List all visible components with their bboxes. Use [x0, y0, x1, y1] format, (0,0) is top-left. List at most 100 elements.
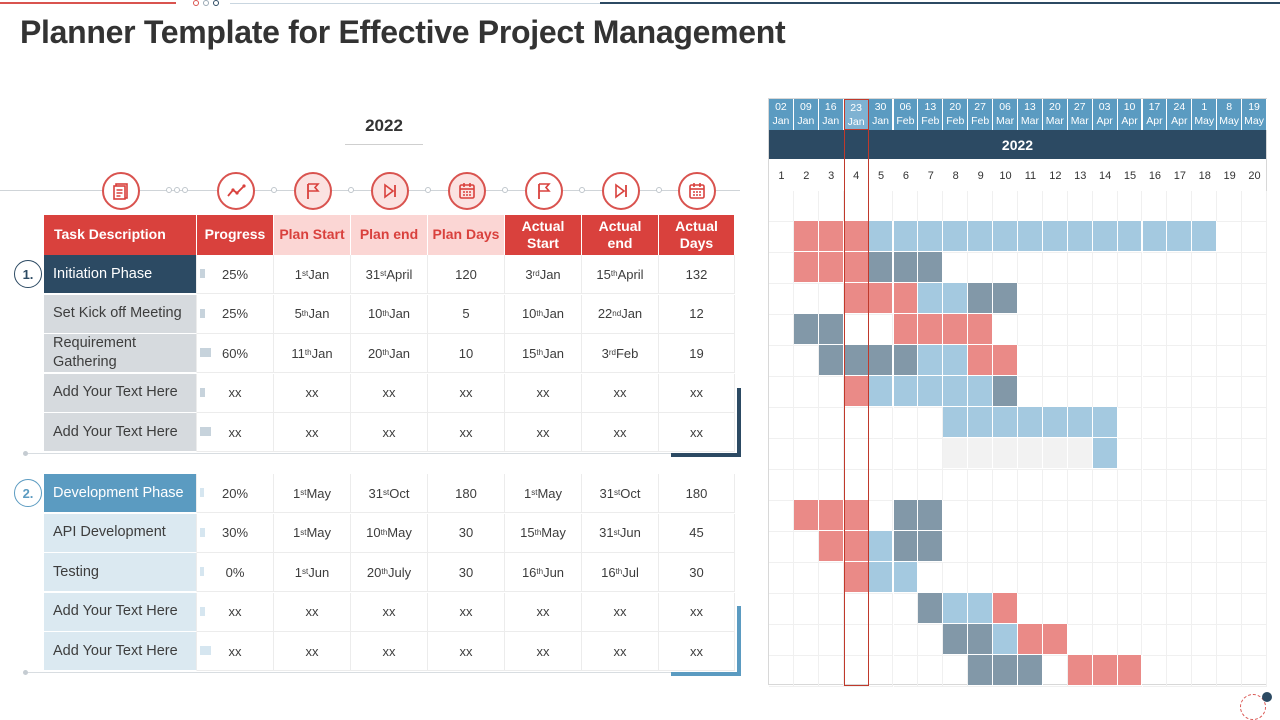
gantt-week-label: 30 Jan: [868, 99, 894, 130]
actual-end-cell: xx: [582, 592, 659, 632]
progress-cell: 25%: [197, 294, 274, 334]
task-description: Initiation Phase: [44, 255, 197, 294]
connector-dots: [271, 187, 277, 193]
gantt-bar-segment: [893, 345, 919, 376]
progress-bar: [200, 348, 211, 357]
progress-cell: xx: [197, 632, 274, 671]
gantt-week-number: 2: [803, 170, 810, 182]
plan-days-cell: 120: [428, 255, 505, 294]
progress-cell: xx: [197, 592, 274, 632]
gantt-week-label: 06 Feb: [893, 99, 919, 130]
progress-bar: [200, 308, 205, 318]
gantt-week-label: 20 Feb: [943, 99, 969, 130]
flag-icon: [293, 172, 332, 210]
gantt-week-number: 8: [952, 170, 959, 182]
gantt-bar-segment: [1018, 438, 1043, 469]
progress-value: 0%: [225, 564, 245, 580]
progress-value: 30%: [221, 525, 249, 540]
actual-days-cell: 180: [659, 474, 735, 513]
gantt-week-number: 18: [1198, 170, 1211, 182]
gantt-bar-segment: [968, 283, 994, 314]
actual-days-cell: xx: [659, 592, 735, 632]
gantt-bar-segment: [918, 593, 944, 624]
gantt-bar-segment: [918, 283, 944, 314]
progress-value: xx: [228, 385, 242, 400]
actual-days-cell: xx: [659, 632, 735, 671]
gantt-week-label: 03 Apr: [1092, 99, 1118, 130]
gantt-bar-segment: [1067, 438, 1093, 469]
progress-bar: [200, 269, 205, 278]
gantt-week-number: 5: [877, 170, 885, 182]
gantt-week-number: 11: [1024, 170, 1037, 182]
gantt-bar-segment: [793, 221, 819, 252]
plan-end-cell: xx: [351, 592, 428, 632]
gantt-bar-segment: [818, 314, 844, 345]
phase-number-badge: 1.: [14, 260, 42, 288]
gantt-week-label: 16 Jan: [818, 99, 844, 130]
gantt-bar-segment: [893, 531, 919, 562]
gantt-bar-segment: [868, 345, 894, 376]
progress-bar: [200, 527, 206, 537]
gantt-bar-segment: [818, 500, 844, 531]
column-header-plan-end: Plan end: [351, 215, 428, 255]
plan-end-cell: xx: [351, 373, 428, 413]
skip-forward-icon: [601, 172, 640, 210]
gantt-bar-segment: [1018, 655, 1043, 686]
gantt-bar-segment: [893, 252, 919, 283]
connector-dots: [166, 187, 188, 193]
gantt-bar-segment: [918, 314, 944, 345]
connector-dots: [655, 187, 662, 193]
actual-start-cell: xx: [505, 632, 582, 671]
gantt-bar-segment: [893, 283, 919, 314]
gantt-week-label: 17 Apr: [1142, 99, 1168, 130]
gantt-bar-segment: [1092, 438, 1118, 469]
gantt-bar-segment: [1018, 624, 1043, 655]
gantt-bar-segment: [993, 438, 1018, 469]
gantt-bar-segment: [868, 283, 894, 314]
actual-end-cell: xx: [582, 413, 659, 452]
calendar-icon: [678, 172, 716, 210]
gantt-bar-segment: [968, 314, 994, 345]
connector-dots: [502, 187, 508, 193]
gantt-bar-segment: [1018, 221, 1043, 252]
gantt-bar-segment: [968, 407, 994, 438]
gantt-bar-segment: [993, 624, 1018, 655]
column-header-actual-days: Actual Days: [659, 215, 735, 255]
gantt-bar-segment: [968, 221, 994, 252]
gantt-bar-segment: [843, 283, 869, 314]
progress-cell: 0%: [197, 553, 274, 592]
gantt-bar-segment: [993, 593, 1018, 624]
plan-days-cell: xx: [428, 592, 505, 632]
corner-decor-dot: [1262, 692, 1272, 702]
progress-bar: [200, 488, 204, 497]
task-description: Set Kick off Meeting: [44, 294, 197, 334]
gantt-bar-segment: [1018, 407, 1043, 438]
section-divider: [25, 672, 740, 673]
column-header-task-description: Task Description: [44, 215, 197, 255]
gantt-bar-segment: [943, 438, 969, 469]
actual-start-cell: xx: [505, 592, 582, 632]
year-label: 2022: [345, 116, 423, 145]
gantt-bar-segment: [993, 407, 1018, 438]
gantt-week-number: 3: [828, 170, 835, 182]
top-accent-blue: [600, 2, 1280, 4]
gantt-bar-segment: [1167, 221, 1193, 252]
progress-bar: [200, 567, 204, 576]
plan-days-cell: xx: [428, 373, 505, 413]
calendar-icon: [447, 172, 486, 210]
gantt-bar-segment: [943, 407, 969, 438]
gantt-week-number: 13: [1074, 170, 1087, 182]
task-description: Add Your Text Here: [44, 632, 197, 671]
gantt-bar-segment: [1092, 407, 1118, 438]
progress-cell: xx: [197, 373, 274, 413]
connector-dots: [348, 187, 354, 193]
gantt-bar-segment: [1067, 407, 1093, 438]
actual-days-cell: 132: [659, 255, 735, 294]
